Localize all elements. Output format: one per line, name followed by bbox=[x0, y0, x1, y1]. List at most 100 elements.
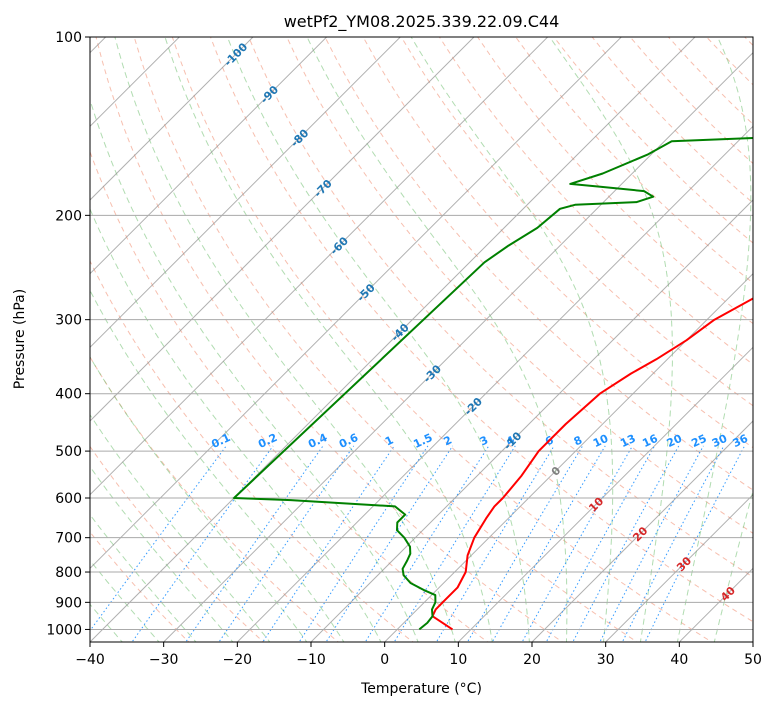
mixing-ratio-line bbox=[572, 445, 680, 642]
y-tick-label: 500 bbox=[55, 444, 82, 460]
x-tick-label: 20 bbox=[523, 652, 541, 668]
mixing-ratio-label: 20 bbox=[665, 432, 685, 450]
moist-adiabat bbox=[90, 413, 271, 642]
dry-adiabat bbox=[629, 37, 753, 165]
mixing-ratio-line bbox=[262, 445, 395, 642]
dry-adiabat bbox=[744, 37, 753, 47]
mixing-ratio-line bbox=[491, 445, 606, 642]
dry-adiabat bbox=[438, 37, 753, 366]
x-tick-label: −30 bbox=[149, 652, 179, 668]
skewed-isotherm bbox=[90, 37, 181, 128]
mixing-ratio-label: 13 bbox=[618, 432, 637, 450]
moist-adiabat bbox=[90, 355, 308, 642]
skewed-isotherm bbox=[90, 37, 402, 349]
x-axis-label: Temperature (°C) bbox=[360, 681, 482, 697]
mixing-ratio-label: 36 bbox=[731, 432, 751, 450]
temperature-profile bbox=[431, 297, 753, 631]
skewed-isotherm bbox=[310, 199, 753, 642]
mixing-ratio-label: 25 bbox=[689, 432, 708, 450]
mixing-ratio-line bbox=[298, 445, 429, 642]
skewed-isotherm bbox=[90, 37, 254, 201]
dry-adiabat bbox=[90, 445, 265, 642]
isotherm-label: -70 bbox=[311, 177, 334, 200]
mixing-ratio-label: 0.6 bbox=[337, 431, 360, 451]
mixing-ratio-line bbox=[185, 445, 324, 642]
dry-adiabat bbox=[209, 37, 753, 623]
skewed-isotherm bbox=[90, 37, 328, 275]
skewed-isotherm bbox=[90, 37, 475, 422]
y-tick-label: 300 bbox=[55, 313, 82, 329]
moist-adiabat bbox=[713, 488, 753, 642]
dry-adiabat bbox=[95, 37, 564, 642]
plot-frame bbox=[89, 36, 754, 643]
skewed-isotherm bbox=[678, 567, 753, 642]
mixing-ratio-line bbox=[466, 445, 584, 642]
mixing-ratio-line bbox=[644, 445, 746, 642]
y-tick-label: 600 bbox=[55, 491, 82, 507]
mixing-ratio-line bbox=[218, 445, 355, 642]
pressure-grid bbox=[90, 37, 753, 630]
y-tick-label: 900 bbox=[55, 595, 82, 611]
mixing-ratio-line bbox=[325, 445, 454, 642]
y-tick-label: 1000 bbox=[46, 622, 82, 638]
dry-adiabat bbox=[90, 150, 489, 642]
background-lines bbox=[90, 10, 775, 645]
mixing-ratio-label: 0.2 bbox=[256, 431, 279, 451]
skewed-isotherm bbox=[90, 37, 696, 642]
skewed-isotherm bbox=[90, 37, 549, 496]
moist-adiabat bbox=[676, 37, 752, 642]
axes: −40 −30 −20 −10 0 10 20 30 40 50 100 200 300 400 500 60… bbox=[46, 30, 762, 668]
line-labels: 0.1 0.2 0.4 0.6 1 1.5 2 3 4 6 8 10 13 16 20 25 30 36-100-… bbox=[209, 40, 750, 604]
mixing-ratio-label: 3 bbox=[478, 433, 490, 448]
dry-adiabat bbox=[591, 37, 753, 204]
mixing-ratio-line bbox=[521, 445, 633, 642]
x-tick-label: 30 bbox=[597, 652, 615, 668]
x-tick-label: −10 bbox=[296, 652, 326, 668]
dry-adiabat bbox=[90, 259, 414, 642]
skewed-isotherm bbox=[604, 493, 753, 642]
dry-adiabat bbox=[248, 37, 753, 578]
mixing-ratio-line bbox=[364, 445, 490, 642]
skewed-isotherm bbox=[90, 37, 623, 570]
dewpoint-profile bbox=[233, 137, 753, 631]
dry-adiabat bbox=[133, 37, 638, 642]
dry-adiabat bbox=[171, 37, 713, 642]
mixing-ratio-label: 30 bbox=[710, 432, 730, 450]
mixing-ratio-label: 0.4 bbox=[306, 431, 329, 451]
skewed-isotherm bbox=[383, 272, 753, 642]
y-tick-label: 200 bbox=[55, 208, 82, 224]
skewed-isotherm bbox=[162, 51, 753, 642]
mixing-ratio-label: 2 bbox=[442, 433, 454, 448]
chart-title: wetPf2_YM08.2025.339.22.09.C44 bbox=[284, 12, 560, 32]
dry-adiabat bbox=[705, 37, 753, 86]
skewed-isotherm bbox=[531, 420, 753, 642]
mixing-ratio-label: 10 bbox=[591, 432, 611, 450]
dry-adiabat bbox=[515, 37, 753, 284]
moist-adiabat bbox=[90, 207, 382, 642]
dry-adiabat bbox=[90, 356, 339, 642]
isotherm-label: -100 bbox=[222, 40, 251, 69]
dry-adiabat bbox=[90, 531, 190, 642]
dry-adiabat bbox=[756, 10, 775, 645]
y-tick-label: 100 bbox=[55, 30, 82, 46]
y-tick-label: 700 bbox=[55, 531, 82, 547]
x-tick-label: −40 bbox=[75, 652, 105, 668]
dry-adiabat bbox=[400, 37, 753, 407]
dry-adiabat bbox=[286, 37, 753, 534]
moist-adiabat bbox=[90, 98, 419, 642]
skewed-isotherm bbox=[752, 641, 753, 642]
skewed-isotherm bbox=[236, 125, 753, 642]
dry-adiabat bbox=[324, 37, 753, 491]
moist-adiabat bbox=[90, 465, 234, 642]
moist-adiabat bbox=[410, 37, 614, 642]
mixing-ratio-line bbox=[131, 445, 274, 642]
moist-adiabat bbox=[306, 37, 568, 642]
x-tick-label: 40 bbox=[670, 652, 688, 668]
y-axis-label: Pressure (hPa) bbox=[12, 289, 28, 389]
dry-adiabat bbox=[553, 37, 753, 244]
y-tick-label: 400 bbox=[55, 387, 82, 403]
skewed-isotherm bbox=[457, 346, 753, 642]
profile-series bbox=[233, 137, 753, 631]
mixing-ratio-line bbox=[545, 445, 656, 642]
